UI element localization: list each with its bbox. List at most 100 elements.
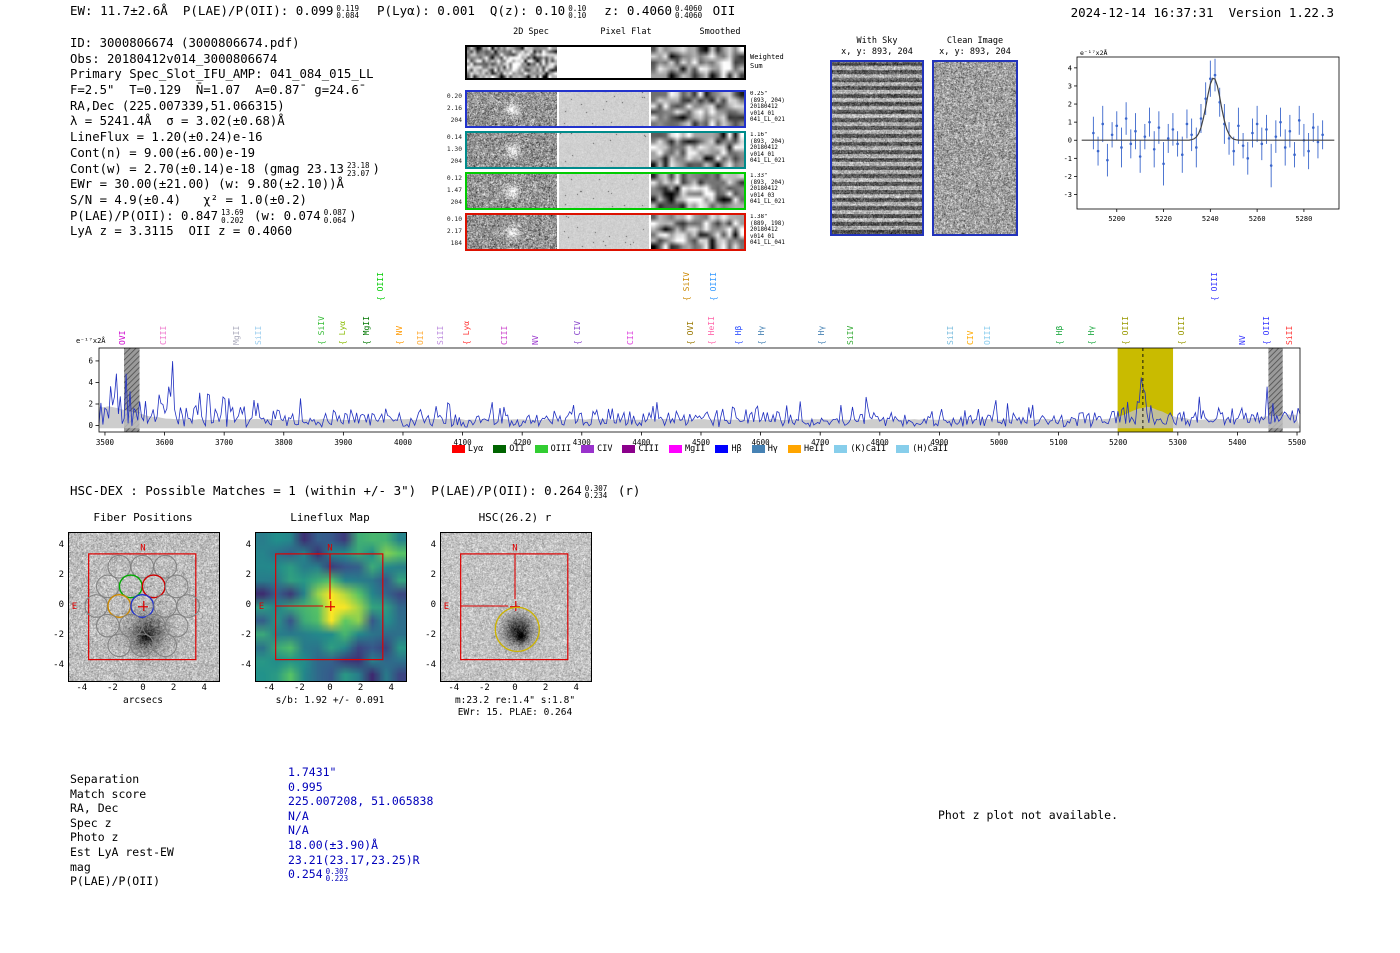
lower-value: 0.223 — [325, 874, 349, 884]
spectral-line-label: SiIV — [846, 325, 855, 345]
y-tick-label: -2 — [1064, 173, 1072, 181]
compass-north-label: N — [140, 544, 145, 554]
panel-x-tick-label: 0 — [327, 683, 333, 693]
data-point — [1237, 124, 1240, 128]
spectral-line-label: NV — [1238, 335, 1248, 345]
spectral-line-label: SiII — [1285, 325, 1295, 345]
spec-cutout-row — [465, 172, 746, 210]
legend-swatch — [451, 445, 465, 453]
spec-cutout-row — [465, 213, 746, 251]
panel-caption: s/b: 1.92 +/- 0.091 — [275, 695, 385, 706]
data-point — [1106, 158, 1109, 162]
clean-image-title: Clean Image — [946, 36, 1004, 46]
data-point — [1185, 122, 1189, 126]
cutout-left-label: 0.10 — [446, 216, 462, 223]
spec2d-image — [467, 47, 557, 78]
text-segment: HSC-DEX : Possible Matches = 1 (within +… — [70, 483, 582, 498]
stacked-uncertainty: 23.18 23.07 — [347, 162, 370, 177]
timestamp: 2024-12-14 16:37:31 Version 1.22.3 — [1071, 5, 1334, 20]
data-point — [1255, 122, 1259, 126]
data-point — [1166, 137, 1170, 140]
data-point — [1297, 119, 1301, 122]
match-table-row-value: 0.995 — [288, 780, 433, 795]
x-tick-label: 3500 — [96, 438, 115, 447]
match-table-row-label: Spec z — [70, 815, 112, 830]
stacked-uncertainty: 13.69 0.202 — [221, 209, 244, 224]
x-tick-label: 3900 — [334, 438, 353, 447]
panel-x-tick-label: 4 — [388, 683, 394, 693]
panel-y-tick-label: -4 — [53, 660, 64, 671]
fiber-circle — [153, 554, 177, 579]
stacked-uncertainty: 0.087 0.064 — [324, 209, 347, 224]
cutout-right-label: (889, 198) — [750, 220, 785, 227]
cutout-left-label: 2.17 — [446, 228, 462, 235]
mini-y-axis-label: e⁻¹⁷x2Å — [1080, 48, 1107, 57]
x-tick-label: 4800 — [871, 438, 890, 447]
upper-value: 0.10 — [568, 3, 587, 13]
match-table-row-value: N/A — [288, 809, 433, 824]
panel-overlay-svg: NE — [259, 544, 384, 661]
fiber-circle — [176, 594, 200, 618]
full-spectrum-plot: 3500 3600 3700 3800 3900 4000 4100 4200 4300 4400… — [75, 335, 1325, 460]
legend-label: (K)CaII — [850, 444, 887, 454]
spectral-line-label: { Hγ — [817, 325, 827, 345]
x-tick-label: 4200 — [513, 438, 532, 447]
spectral-line-label: CIII — [500, 325, 510, 345]
panel-y-tick-label: 2 — [58, 569, 64, 580]
spectral-line-label: NV — [531, 335, 541, 345]
spectral-line-label: { Hβ — [1054, 325, 1064, 345]
text-segment: Primary Spec_Slot_IFU_AMP: 041_084_015_L… — [70, 67, 374, 82]
spectral-line-label: { Hβ — [733, 325, 743, 345]
y-tick-label: 0 — [88, 421, 93, 430]
data-point — [1148, 120, 1151, 124]
text-segment: EW: 11.7±2.6Å P(LAE)/P(OII): 0.099 — [70, 3, 334, 18]
panel-x-tick-label: 2 — [357, 683, 364, 693]
legend-label: MgII — [684, 444, 706, 454]
data-point — [1293, 153, 1296, 157]
summary-line: EW: 11.7±2.6Å P(LAE)/P(OII): 0.099 0.119 0… — [70, 3, 735, 20]
data-point — [1176, 142, 1179, 146]
spectral-line-label: { OVI — [686, 320, 696, 345]
data-point — [1199, 117, 1203, 120]
data-point — [1180, 153, 1184, 157]
aperture-circle — [494, 606, 540, 653]
cutout-right-label: 1.16" — [750, 132, 768, 138]
y-tick-label: 4 — [1068, 64, 1072, 72]
lower-value: 0.4060 — [675, 11, 703, 20]
data-point — [1124, 117, 1128, 120]
stacked-uncertainty: 0.307 0.223 — [326, 868, 349, 883]
text-segment: ID: 3000806674 (3000806674.pdf) — [70, 36, 300, 50]
stacked-uncertainty: 0.4060 0.4060 — [675, 4, 703, 20]
y-tick-label: 2 — [1068, 101, 1072, 109]
legend-label: CIV — [597, 444, 613, 454]
version-label: Version 1.22.3 — [1228, 5, 1334, 20]
spectral-line-label: { SiIV — [682, 272, 692, 301]
match-table-row-label: RA, Dec — [70, 801, 119, 816]
info-line: P(LAE)/P(OII): 0.847 13.69 0.202 (w: 0.074… — [70, 209, 380, 225]
match-table-row-label: P(LAE)/P(OII) — [70, 874, 161, 889]
data-point — [1143, 135, 1147, 138]
match-table-row-value: 23.21(23.17,23.25)R — [288, 853, 433, 868]
cutout-right-label: 20180412 — [750, 104, 778, 111]
highlighted-fiber-circle — [118, 574, 143, 599]
spectral-line-label: SiII — [254, 325, 264, 345]
legend-item: Hβ — [715, 444, 742, 454]
data-point — [1171, 128, 1175, 131]
panel-title: HSC(26.2) r — [478, 511, 552, 524]
fiber-circle — [95, 613, 120, 638]
info-line: S/N = 4.9(±0.4) χ² = 1.0(±0.2) — [70, 193, 380, 209]
match-table-row-value: 225.007208, 51.065838 — [288, 794, 433, 809]
legend-item: Lyα — [451, 444, 483, 454]
info-line: Primary Spec_Slot_IFU_AMP: 041_084_015_L… — [70, 67, 380, 83]
upper-value: 0.087 — [323, 208, 347, 218]
cutout-right-label: 1.33" — [750, 173, 768, 179]
panel-caption-2: EWr: 15. PLAE: 0.264 — [457, 707, 573, 718]
text-segment: P(Lyα): 0.001 Q(z): 0.10 — [361, 3, 566, 18]
text-segment: RA,Dec (225.007339,51.066315) — [70, 98, 285, 113]
info-line: λ = 5241.4Å σ = 3.02(±0.68)Å — [70, 114, 380, 130]
spectral-line-label: { MgII — [362, 316, 371, 345]
fiber-circle — [95, 574, 120, 599]
panel-x-tick-label: 0 — [140, 683, 146, 693]
info-line: RA,Dec (225.007339,51.066315) — [70, 99, 380, 115]
spectral-line-label: CIII — [158, 325, 168, 345]
